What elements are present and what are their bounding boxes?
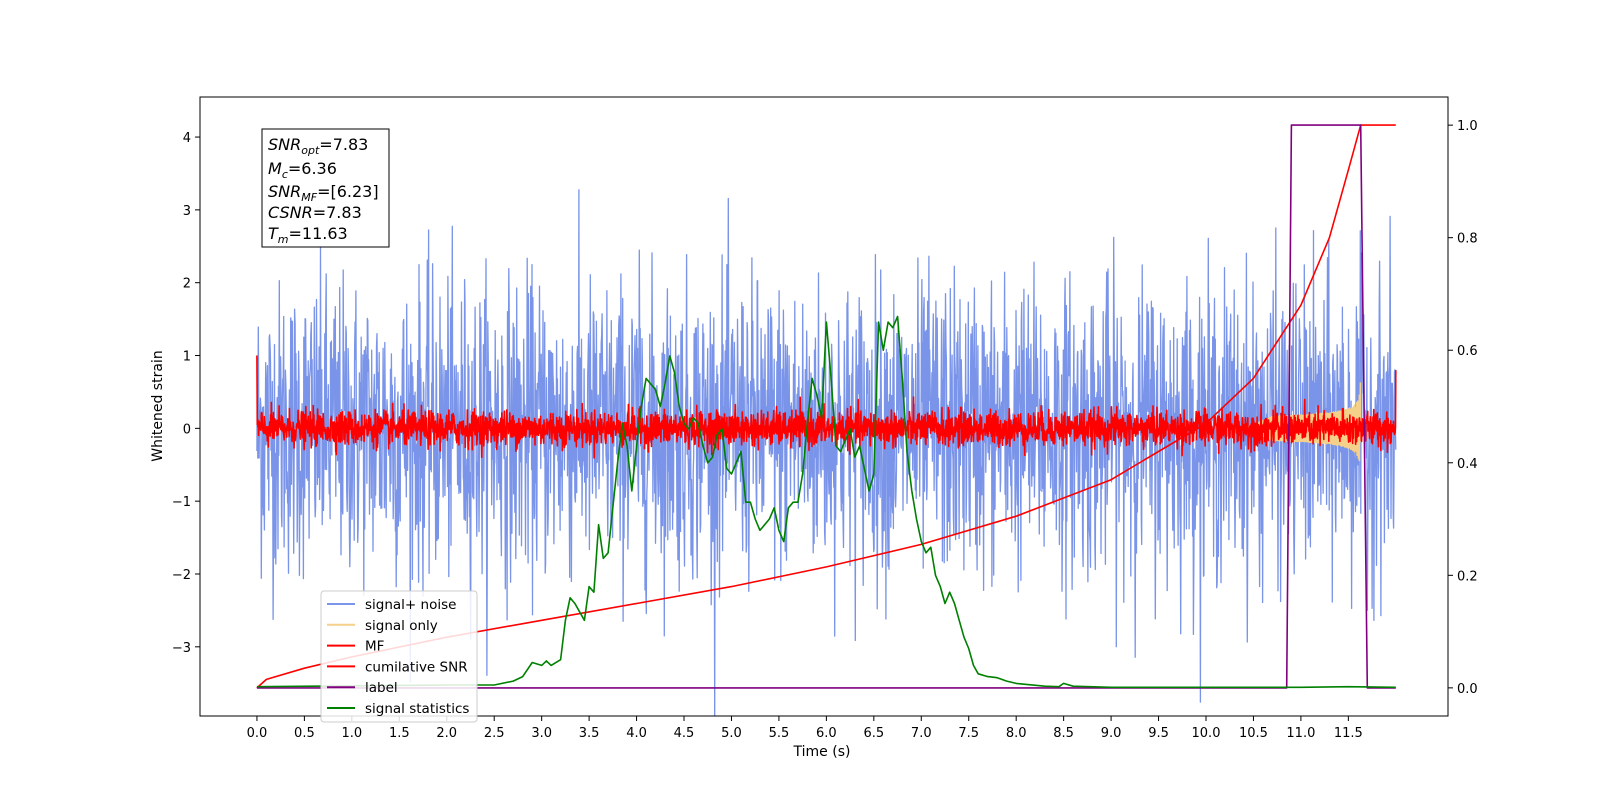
y-right-tick-label: 0.0 xyxy=(1457,682,1478,697)
x-tick-label: 5.5 xyxy=(769,726,790,741)
x-tick-label: 6.5 xyxy=(863,726,884,741)
y-left-tick-label: 4 xyxy=(183,131,191,146)
y-left-tick-label: 3 xyxy=(183,204,191,219)
legend-frame xyxy=(320,590,478,723)
y-axis-label: Whitened strain xyxy=(150,350,166,461)
y-left-tick-label: 2 xyxy=(183,277,191,292)
y-left-tick-label: −3 xyxy=(172,641,191,656)
x-tick-label: 4.5 xyxy=(674,726,695,741)
x-tick-label: 1.5 xyxy=(389,726,410,741)
info-csnr: CSNR=7.83 xyxy=(268,203,362,222)
x-tick-label: 2.0 xyxy=(436,726,457,741)
x-tick-label: 3.0 xyxy=(531,726,552,741)
x-tick-label: 9.5 xyxy=(1148,726,1169,741)
y-axis-right: 1.0 0.8 0.6 0.4 0.2 0.0 xyxy=(1448,119,1478,697)
series-signal-statistics xyxy=(256,315,1396,689)
info-snr-mf: SNRMF=[6.23] xyxy=(268,182,379,204)
y-right-tick-label: 0.8 xyxy=(1457,232,1478,247)
x-tick-label: 11.0 xyxy=(1286,726,1315,741)
y-right-tick-label: 0.6 xyxy=(1457,344,1478,359)
y-left-tick-label: −1 xyxy=(172,495,191,510)
y-right-tick-label: 0.4 xyxy=(1457,457,1478,472)
x-axis-label: Time (s) xyxy=(793,744,851,760)
x-tick-label: 5.0 xyxy=(721,726,742,741)
x-tick-label: 4.0 xyxy=(626,726,647,741)
info-box-frame xyxy=(261,128,390,248)
legend: signal+ noise signal only MF cumilative SNR… xyxy=(320,590,478,723)
x-tick-label: 2.5 xyxy=(484,726,505,741)
x-tick-label: 1.0 xyxy=(342,726,363,741)
x-tick-label: 0.5 xyxy=(294,726,315,741)
x-tick-label: 8.0 xyxy=(1006,726,1027,741)
x-tick-label: 6.0 xyxy=(816,726,837,741)
info-box: SNRopt=7.83 Mc=6.36 SNRMF=[6.23] CSNR=7.… xyxy=(261,128,390,248)
legend-label-mf: MF xyxy=(365,639,384,655)
legend-label-signal-statistics: signal statistics xyxy=(365,701,469,717)
y-axis-left: 4 3 2 1 0 −1 −2 −3 xyxy=(172,131,200,656)
y-left-tick-label: −2 xyxy=(172,568,191,583)
x-tick-label: 0.0 xyxy=(247,726,268,741)
x-axis: 0.0 0.5 1.0 1.5 2.0 2.5 3.0 3.5 4.0 4.5 5.0 5.5 6.0 6… xyxy=(247,716,1363,741)
info-snr-opt: SNRopt=7.83 xyxy=(268,135,368,157)
x-tick-label: 3.5 xyxy=(579,726,600,741)
plot-frame xyxy=(199,96,1449,717)
series-signal-noise xyxy=(256,189,1397,716)
y-left-tick-label: 0 xyxy=(183,422,191,437)
y-right-tick-label: 0.2 xyxy=(1457,569,1478,584)
y-left-tick-label: 1 xyxy=(183,350,191,365)
legend-label-cumilative-snr: cumilative SNR xyxy=(365,659,468,675)
x-tick-label: 10.0 xyxy=(1192,726,1221,741)
y-right-tick-label: 1.0 xyxy=(1457,119,1478,134)
info-mc: Mc=6.36 xyxy=(268,159,337,181)
x-tick-label: 10.5 xyxy=(1239,726,1268,741)
x-tick-label: 7.0 xyxy=(911,726,932,741)
legend-label-signal-noise: signal+ noise xyxy=(365,597,456,613)
series-mf xyxy=(256,355,1397,459)
x-tick-label: 9.0 xyxy=(1101,726,1122,741)
info-tm: Tm=11.63 xyxy=(268,224,348,246)
legend-label-label: label xyxy=(365,680,398,696)
x-tick-label: 8.5 xyxy=(1053,726,1074,741)
legend-label-signal-only: signal only xyxy=(365,618,438,634)
x-tick-label: 7.5 xyxy=(958,726,979,741)
x-tick-label: 11.5 xyxy=(1334,726,1363,741)
